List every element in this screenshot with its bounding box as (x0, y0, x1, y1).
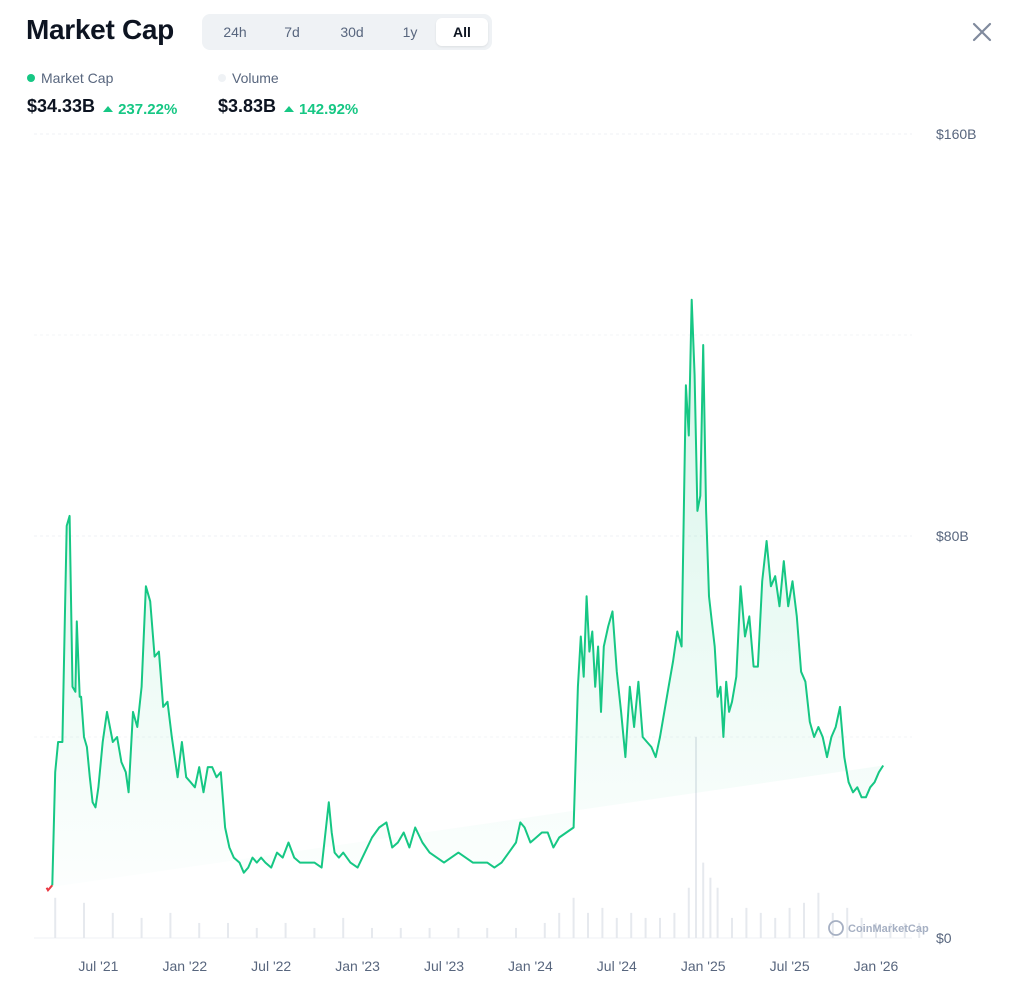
grid-lines (34, 133, 912, 939)
volume-bar (709, 877, 712, 938)
volume-bar (198, 922, 201, 938)
x-tick-label: Jul '23 (424, 958, 464, 974)
volume-bar (54, 897, 57, 938)
legend-market-cap-label: Market Cap (41, 70, 114, 86)
x-tick-label: Jul '25 (770, 958, 810, 974)
volume-bar (759, 912, 762, 938)
volume-bar (788, 907, 791, 938)
volume-bar (918, 922, 921, 938)
x-tick-label: Jul '22 (251, 958, 291, 974)
close-icon (972, 22, 992, 42)
volume-bar (673, 912, 676, 938)
tab-all[interactable]: All (436, 18, 488, 46)
volume-bar (817, 892, 820, 938)
market-cap-chart[interactable]: $160B $80B $0 Jul '21 Jan '22 Jul '22 Jan '23… (0, 120, 1024, 1007)
coinmarketcap-logo-icon (828, 920, 844, 936)
volume-bar (601, 907, 604, 938)
volume-bar (457, 927, 460, 938)
market-cap-stat: $34.33B 237.22% (27, 96, 177, 118)
volume-change-value: 142.92% (299, 100, 359, 118)
volume-bar (644, 917, 647, 938)
x-tick-label: Jul '21 (78, 958, 118, 974)
market-cap-line (51, 298, 885, 886)
volume-bar (702, 862, 705, 938)
tab-30d[interactable]: 30d (340, 24, 364, 40)
legend-volume: Volume (218, 70, 279, 86)
volume-bar (731, 917, 733, 938)
legend-market-cap: Market Cap (27, 70, 113, 86)
tab-24h[interactable]: 24h (223, 24, 247, 40)
market-cap-area (46, 299, 884, 891)
volume-bar (399, 927, 402, 938)
volume-bar (587, 912, 589, 938)
volume-bar (903, 922, 906, 938)
volume-bar (889, 922, 892, 938)
watermark: CoinMarketCap (828, 920, 929, 936)
timeframe-tabs: 24h 7d 30d 1y All (202, 14, 492, 50)
volume-bar (630, 912, 633, 938)
x-tick-label: Jan '24 (508, 958, 553, 974)
volume-bar (860, 917, 863, 938)
volume-bar (342, 917, 345, 938)
volume-bar (831, 912, 834, 938)
market-cap-change-value: 237.22% (118, 100, 178, 118)
page-title: Market Cap (26, 14, 174, 45)
market-cap-change: 237.22% (103, 101, 177, 118)
volume-dot (218, 74, 226, 82)
triangle-up-icon (284, 106, 295, 112)
volume-value: $3.83B (218, 96, 277, 116)
x-axis: Jul '21 Jan '22 Jul '22 Jan '23 Jul '23 Jan '… (78, 958, 898, 974)
volume-bar (659, 917, 661, 938)
volume-bar (774, 917, 777, 938)
volume-bar (716, 887, 719, 938)
tab-7d[interactable]: 7d (284, 24, 300, 40)
volume-bar (687, 887, 690, 938)
volume-bar (543, 922, 546, 938)
volume-bar (515, 927, 517, 938)
y-tick-label: $80B (936, 528, 969, 544)
y-tick-label: $0 (936, 930, 952, 946)
volume-bar (371, 927, 373, 938)
x-tick-label: Jul '24 (597, 958, 637, 974)
watermark-text: CoinMarketCap (848, 923, 929, 935)
volume-stat: $3.83B 142.92% (218, 96, 358, 118)
volume-bar (695, 737, 697, 938)
volume-change: 142.92% (284, 101, 358, 118)
volume-bar (803, 902, 805, 938)
volume-bar (745, 907, 748, 938)
volume-bars (54, 737, 921, 938)
volume-bar (428, 927, 431, 938)
volume-bar (111, 912, 114, 938)
volume-bar (846, 907, 849, 938)
triangle-up-icon (103, 106, 114, 112)
volume-bar (140, 917, 143, 938)
tab-1y[interactable]: 1y (402, 24, 418, 40)
volume-bar (284, 922, 287, 938)
close-button[interactable] (968, 18, 996, 46)
legend-volume-label: Volume (232, 70, 279, 86)
y-tick-label: $160B (936, 126, 976, 142)
volume-bar (572, 897, 575, 938)
volume-bar (313, 927, 316, 938)
volume-bar (255, 927, 258, 938)
volume-bar (486, 927, 489, 938)
y-axis: $160B $80B $0 (936, 126, 976, 946)
market-cap-value: $34.33B (27, 96, 96, 116)
x-tick-label: Jan '22 (162, 958, 207, 974)
volume-bar (558, 912, 561, 938)
volume-bar (875, 922, 877, 938)
volume-bar (227, 922, 229, 938)
market-cap-dot (27, 74, 35, 82)
x-tick-label: Jan '26 (854, 958, 899, 974)
x-tick-label: Jan '23 (335, 958, 380, 974)
x-tick-label: Jan '25 (681, 958, 726, 974)
volume-bar (169, 912, 172, 938)
volume-bar (83, 902, 85, 938)
volume-bar (615, 917, 618, 938)
market-cap-line-down (45, 884, 54, 893)
